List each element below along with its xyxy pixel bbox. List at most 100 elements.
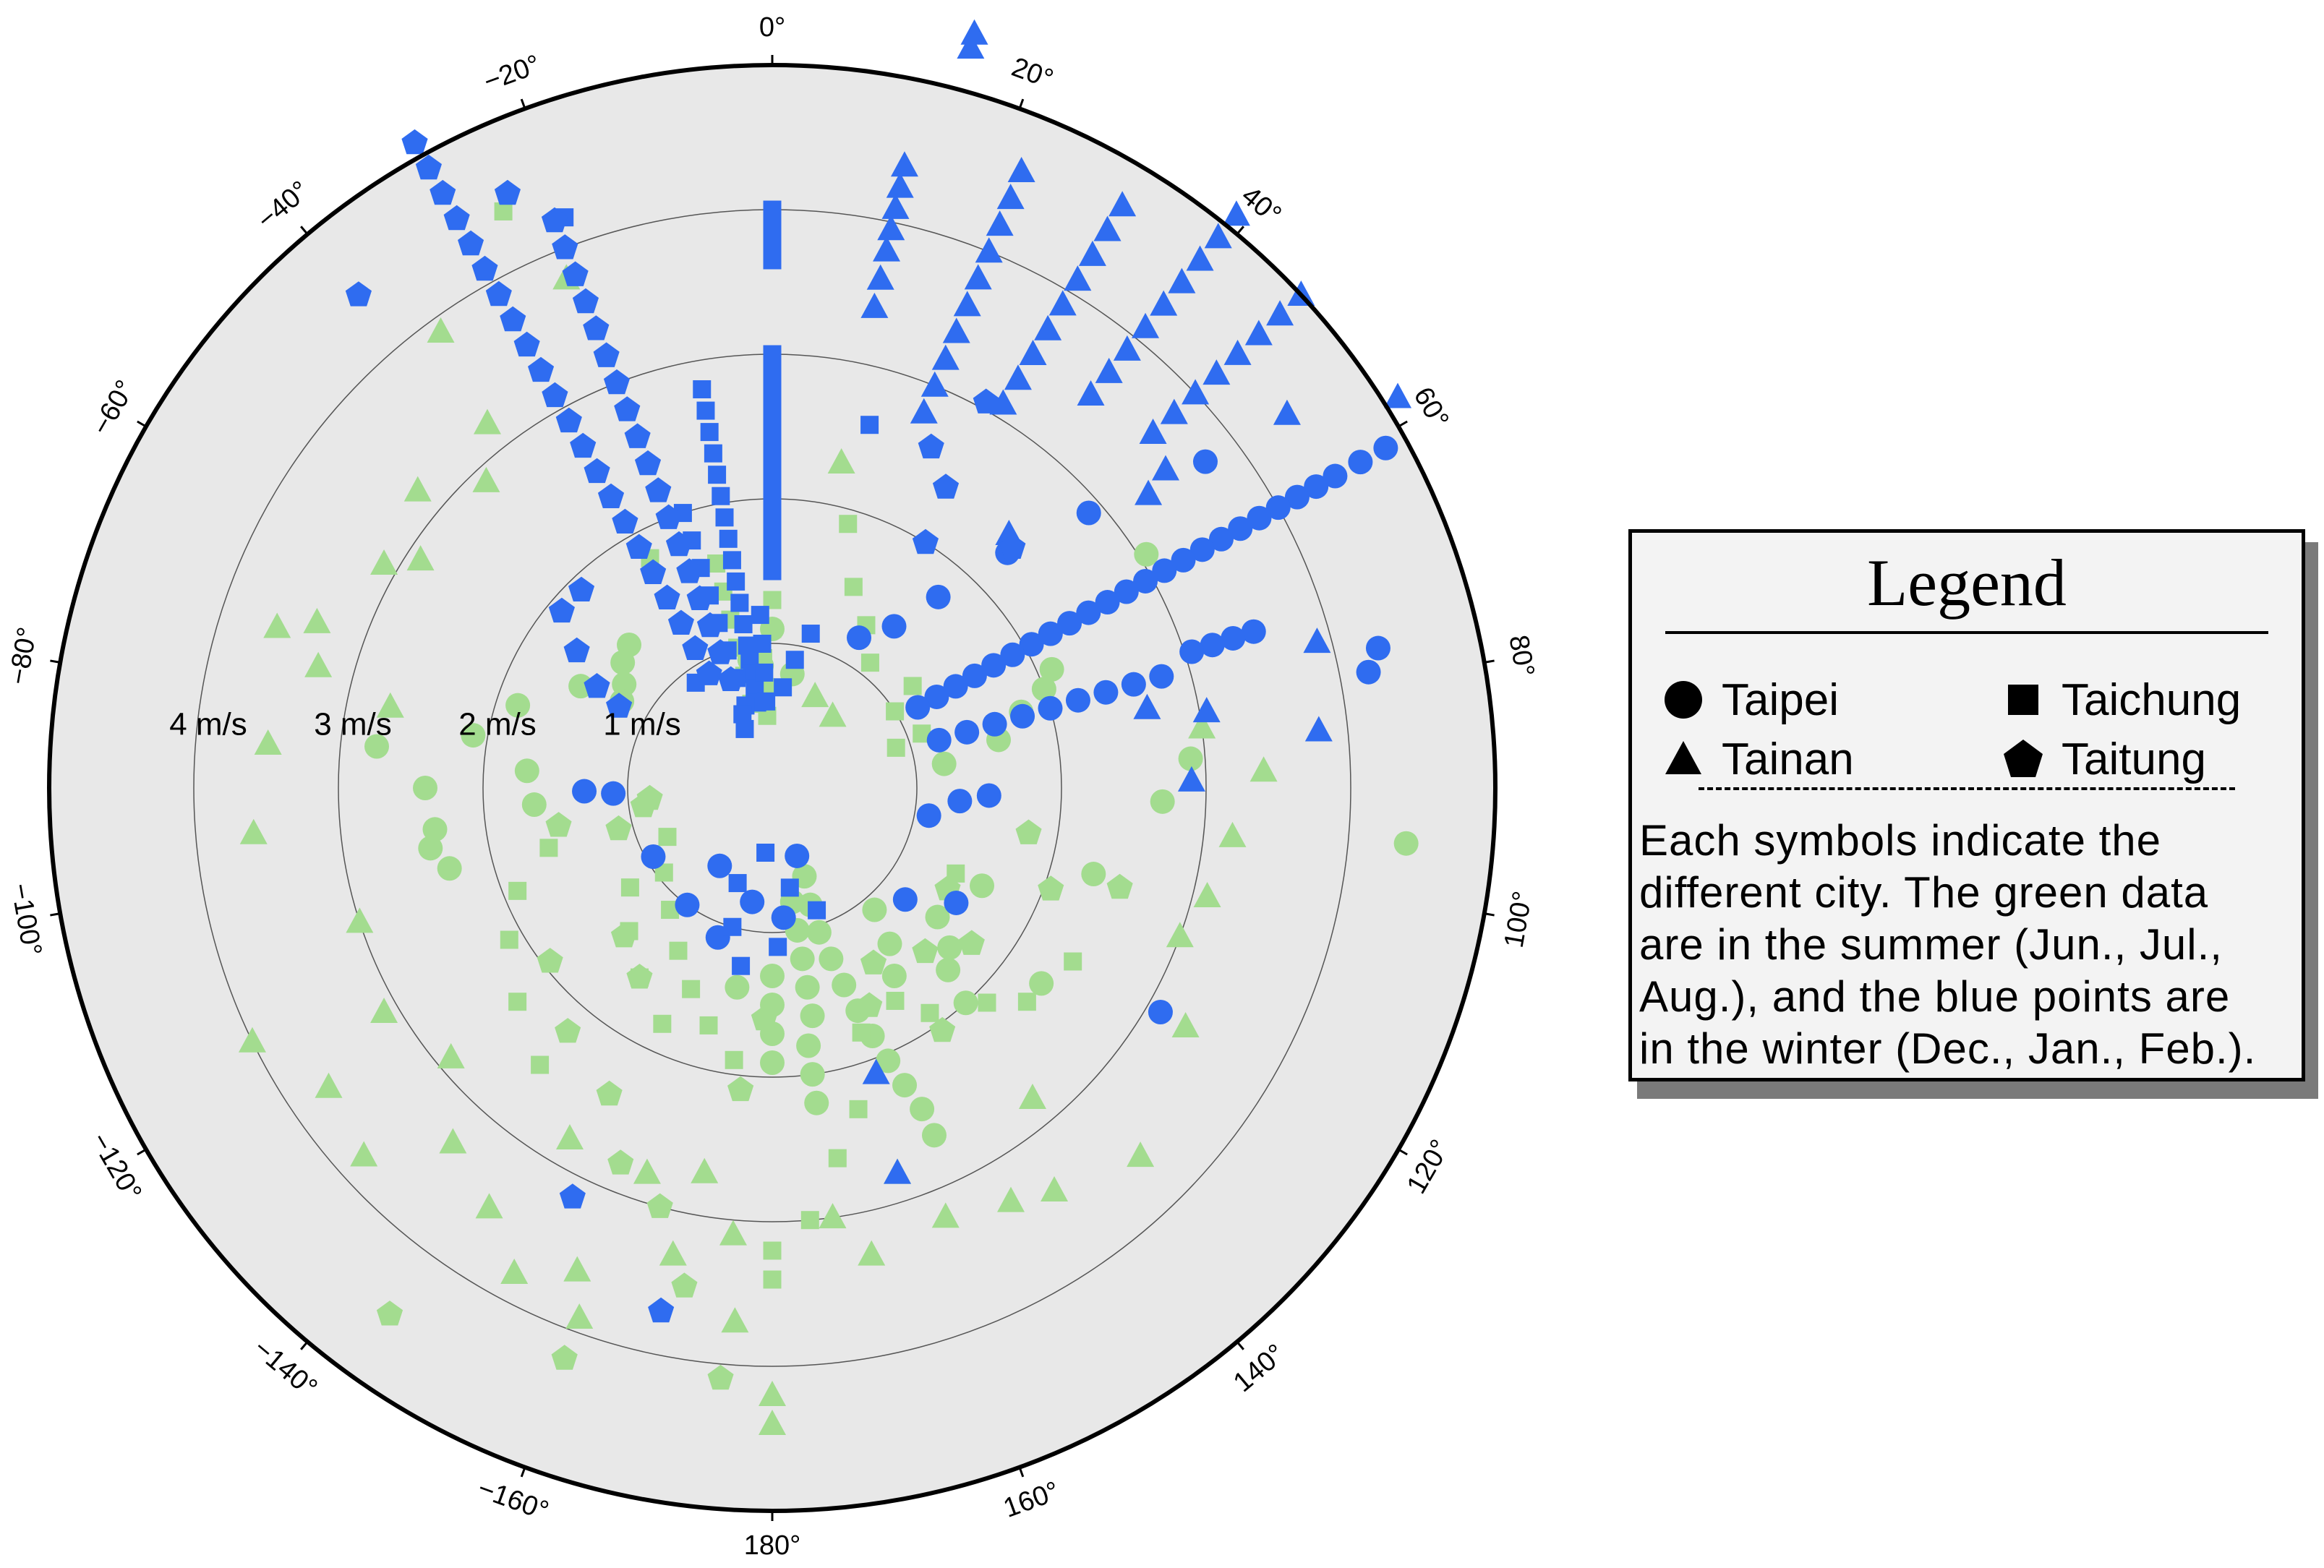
data-point <box>238 1027 266 1053</box>
data-point <box>1093 215 1122 241</box>
data-point <box>1121 672 1146 697</box>
data-point <box>630 792 657 818</box>
data-point <box>1114 579 1139 604</box>
data-point <box>801 625 820 643</box>
data-point <box>753 634 772 653</box>
data-point <box>856 992 883 1017</box>
data-point <box>717 666 744 691</box>
data-point <box>500 1259 529 1285</box>
data-point <box>1177 766 1205 792</box>
data-point <box>500 930 518 949</box>
data-point <box>860 654 879 672</box>
data-point <box>1365 635 1390 661</box>
angle-tick-label: 120° <box>1401 1134 1456 1199</box>
data-point <box>1017 993 1036 1011</box>
data-point <box>1150 789 1175 814</box>
data-point <box>760 1050 785 1075</box>
data-point <box>801 682 829 708</box>
data-point <box>730 594 749 612</box>
data-point <box>916 803 941 828</box>
data-point <box>415 154 442 180</box>
data-point <box>1048 290 1077 316</box>
data-point <box>513 331 540 357</box>
data-point <box>715 508 734 527</box>
data-point <box>800 1003 825 1029</box>
data-point <box>852 1023 871 1042</box>
data-point <box>696 612 724 638</box>
data-point <box>665 531 693 557</box>
data-point <box>774 678 793 697</box>
data-point <box>1284 484 1310 510</box>
data-point <box>422 817 448 842</box>
data-point <box>1304 716 1333 742</box>
data-point <box>1108 191 1137 217</box>
data-point <box>728 874 747 893</box>
data-point <box>1273 399 1301 425</box>
data-point <box>892 1073 918 1098</box>
data-point <box>634 450 662 476</box>
data-point <box>912 938 939 964</box>
data-point <box>528 356 555 382</box>
data-point <box>733 705 752 724</box>
data-point <box>370 998 398 1023</box>
data-point <box>1178 746 1203 771</box>
data-point <box>458 230 484 256</box>
data-point <box>755 663 774 682</box>
legend-label-taipei: Taipei <box>1722 674 1839 725</box>
data-point <box>545 812 572 837</box>
data-point <box>986 210 1014 236</box>
data-point <box>757 692 776 711</box>
data-point <box>1393 831 1419 856</box>
data-point <box>732 956 751 975</box>
legend-note-line: in the winter (Dec., Jan., Feb.). <box>1639 1024 2257 1073</box>
data-point <box>877 931 902 956</box>
legend-label-taitung: Taitung <box>2062 734 2206 784</box>
angle-tick-label: −80° <box>3 625 43 687</box>
data-point <box>1247 505 1272 531</box>
data-point <box>827 448 855 474</box>
data-point <box>1057 611 1082 636</box>
data-point <box>593 342 620 367</box>
data-point <box>1265 495 1291 520</box>
data-point <box>625 534 652 559</box>
data-point <box>707 1364 734 1390</box>
data-point <box>406 545 435 571</box>
data-point <box>1132 312 1160 338</box>
data-point <box>1323 463 1348 489</box>
data-point <box>707 639 734 664</box>
data-point <box>828 1149 847 1168</box>
data-point <box>1149 664 1174 689</box>
data-point <box>887 738 905 757</box>
data-point <box>876 1048 901 1074</box>
data-point <box>696 660 722 685</box>
data-point <box>763 562 782 580</box>
data-point <box>1004 364 1032 390</box>
data-point <box>954 719 980 745</box>
data-point <box>537 948 563 973</box>
data-point <box>982 711 1007 737</box>
data-point <box>500 306 526 332</box>
data-point <box>800 1062 825 1087</box>
data-point <box>759 1381 786 1406</box>
data-point <box>658 828 677 847</box>
data-point <box>671 1272 698 1298</box>
data-point <box>1208 526 1234 552</box>
data-point <box>760 964 785 988</box>
data-point <box>790 946 815 972</box>
data-point <box>926 584 951 609</box>
data-point <box>860 949 887 974</box>
data-point <box>1081 862 1106 887</box>
legend-note-line: are in the summer (Jun., Jul., <box>1639 920 2223 969</box>
data-point <box>964 264 992 290</box>
data-point <box>653 1014 672 1033</box>
data-point <box>707 853 732 878</box>
data-point <box>610 650 636 675</box>
data-point <box>401 129 428 155</box>
data-point <box>976 783 1001 808</box>
data-point <box>345 281 372 307</box>
legend-note-line: different city. The green data <box>1639 868 2209 917</box>
square-icon <box>2008 685 2038 715</box>
data-point <box>572 288 599 314</box>
data-point <box>1228 516 1253 541</box>
data-point <box>920 371 949 397</box>
